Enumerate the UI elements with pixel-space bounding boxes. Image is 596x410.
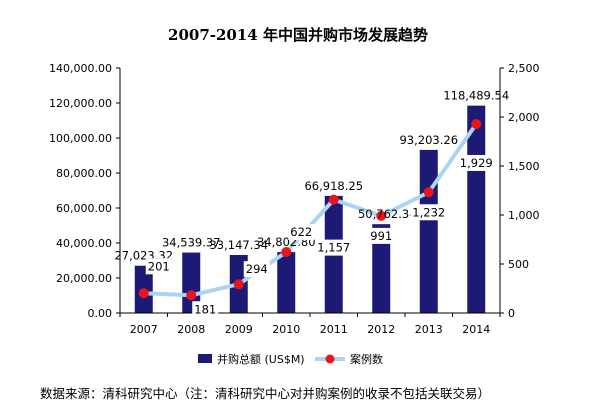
y-left-tick-label: 60,000.00 [56, 202, 112, 215]
case-label-2007: 201 [148, 259, 170, 273]
y-right-tick-label: 2,000 [508, 111, 540, 124]
y-left-tick-label: 0.00 [88, 307, 113, 320]
case-label-2014: 1,929 [460, 156, 493, 170]
case-label-2007-bg [145, 258, 172, 275]
case-label-2009-bg [243, 261, 270, 278]
case-label-2013: 1,232 [412, 205, 445, 219]
case-count-point-2007 [138, 288, 149, 299]
bar-2008 [182, 252, 201, 313]
labels-layer: 27,023.3234,539.3733,147.3434,802.8066,9… [114, 89, 509, 318]
y-right-tick-label: 1,500 [508, 160, 540, 173]
case-label-2012: 991 [370, 229, 392, 243]
bar-2010 [277, 252, 296, 313]
bar-label-2012: 50,762.34 [358, 207, 417, 221]
y-right-tick-label: 0 [508, 307, 515, 320]
bar-label-2009: 33,147.34 [209, 238, 268, 252]
y-left-tick-label: 120,000.00 [49, 97, 112, 110]
bar-label-2008: 34,539.37 [162, 236, 221, 250]
case-label-2010: 622 [290, 225, 312, 239]
x-tick-label-2009: 2009 [225, 323, 253, 336]
x-tick-label-2008: 2008 [177, 323, 205, 336]
bar-label-2011: 66,918.25 [304, 179, 363, 193]
case-label-2014-bg [457, 154, 495, 171]
case-count-point-2011 [328, 194, 339, 205]
case-count-point-2010 [281, 247, 292, 258]
y-left-tick-label: 140,000.00 [49, 62, 112, 75]
legend-line-marker [325, 354, 335, 364]
bar-label-2013: 93,203.26 [399, 133, 458, 147]
case-count-point-2014 [471, 118, 482, 129]
case-label-2010-bg [288, 224, 315, 241]
x-tick-label-2013: 2013 [415, 323, 443, 336]
case-count-point-2012 [376, 210, 387, 221]
y-right-tick-label: 1,000 [508, 209, 540, 222]
chart-title: 2007-2014 年中国并购市场发展趋势 [168, 26, 428, 44]
case-label-2009: 294 [246, 262, 268, 276]
case-label-2011-bg [315, 239, 353, 256]
source-note: 数据来源：清科研究中心（注：清科研究中心对并购案例的收录不包括关联交易） [40, 386, 490, 401]
x-tick-label-2010: 2010 [272, 323, 300, 336]
legend-bar-label: 并购总额 (US$M) [217, 352, 305, 366]
x-tick-label-2007: 2007 [130, 323, 158, 336]
case-count-point-2009 [233, 279, 244, 290]
bar-2014 [467, 105, 486, 313]
case-count-point-2008 [186, 290, 197, 301]
y-left-tick-label: 80,000.00 [56, 167, 112, 180]
y-right-tick-label: 500 [508, 258, 529, 271]
case-count-point-2013 [423, 187, 434, 198]
legend: 并购总额 (US$M) 案例数 [198, 352, 383, 366]
y-left-tick-label: 20,000.00 [56, 272, 112, 285]
y-right-tick-label: 2,500 [508, 62, 540, 75]
case-label-2011: 1,157 [317, 241, 350, 255]
case-label-2008-bg [192, 301, 219, 318]
axes-layer: 0.00 20,000.00 40,000.00 60,000.00 80,000.00… [49, 62, 539, 336]
y-left-tick-label: 100,000.00 [49, 132, 112, 145]
x-tick-label-2012: 2012 [367, 323, 395, 336]
legend-bar-swatch [198, 354, 212, 363]
y-left-tick-label: 40,000.00 [56, 237, 112, 250]
legend-line-label: 案例数 [350, 352, 383, 366]
bar-2012 [372, 224, 391, 313]
x-tick-label-2011: 2011 [320, 323, 348, 336]
bar-label-2014: 118,489.54 [443, 89, 509, 103]
case-label-2012-bg [368, 227, 395, 244]
bar-2013 [419, 149, 438, 313]
x-tick-label-2014: 2014 [462, 323, 490, 336]
case-label-2008: 181 [194, 302, 216, 316]
case-label-2013-bg [410, 204, 448, 221]
